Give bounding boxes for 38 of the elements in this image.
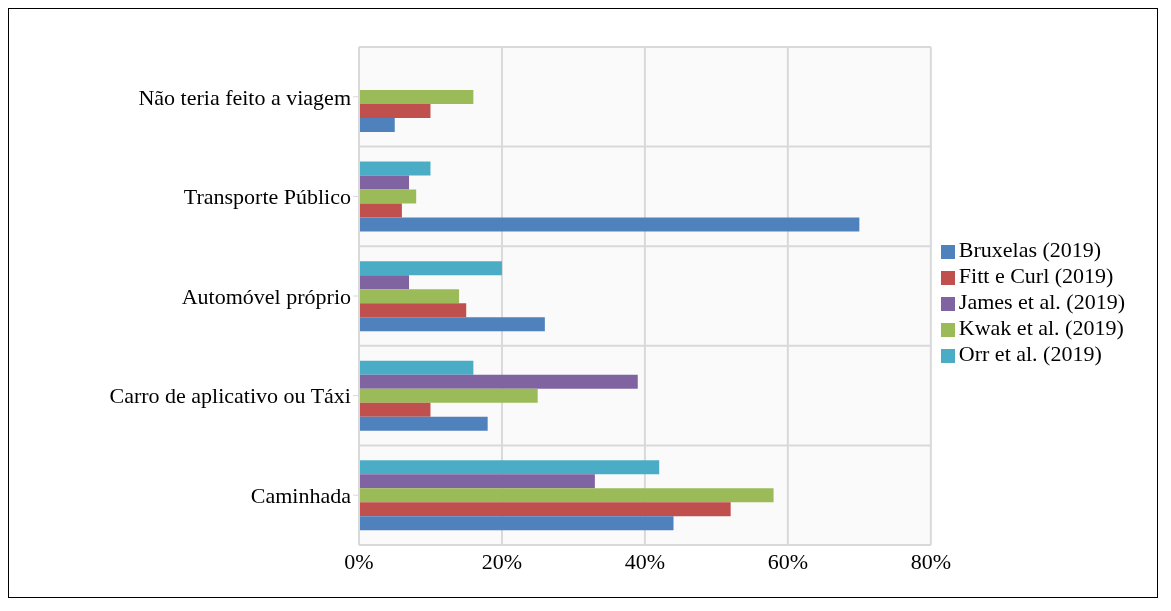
bar bbox=[359, 416, 488, 431]
bar bbox=[359, 103, 431, 118]
legend-label: James et al. (2019) bbox=[958, 289, 1125, 314]
bar bbox=[359, 516, 674, 531]
bar bbox=[359, 488, 774, 503]
bar bbox=[359, 374, 638, 389]
bar bbox=[359, 388, 538, 403]
y-tick-label: Automóvel próprio bbox=[181, 283, 351, 309]
bar bbox=[359, 275, 410, 290]
legend-label: Orr et al. (2019) bbox=[958, 341, 1102, 366]
bar bbox=[359, 289, 460, 304]
bar bbox=[359, 117, 395, 132]
y-tick-label: Não teria feito a viagem bbox=[138, 84, 351, 110]
x-tick-label: 60% bbox=[767, 548, 809, 574]
bar bbox=[359, 261, 502, 276]
x-tick-label: 80% bbox=[910, 548, 951, 574]
legend-label: Bruxelas (2019) bbox=[958, 237, 1102, 262]
bar bbox=[359, 203, 402, 218]
bar bbox=[359, 161, 431, 176]
bar bbox=[359, 89, 474, 104]
legend-label: Fitt e Curl (2019) bbox=[958, 263, 1114, 288]
bar bbox=[359, 217, 860, 232]
bar bbox=[359, 402, 431, 417]
bar bbox=[359, 474, 595, 489]
legend-label: Kwak et al. (2019) bbox=[958, 315, 1124, 340]
y-tick-label: Caminhada bbox=[250, 483, 352, 509]
bar bbox=[359, 360, 474, 375]
bar bbox=[359, 189, 417, 204]
bar bbox=[359, 175, 410, 190]
bar bbox=[359, 460, 660, 475]
bar bbox=[359, 502, 731, 517]
bar bbox=[359, 303, 467, 318]
x-tick-label: 20% bbox=[481, 548, 523, 574]
y-tick-label: Transporte Público bbox=[183, 184, 351, 210]
x-tick-label: 0% bbox=[344, 548, 374, 574]
x-tick-label: 40% bbox=[624, 548, 666, 574]
bar bbox=[359, 317, 545, 332]
y-tick-label: Carro de aplicativo ou Táxi bbox=[109, 383, 351, 409]
